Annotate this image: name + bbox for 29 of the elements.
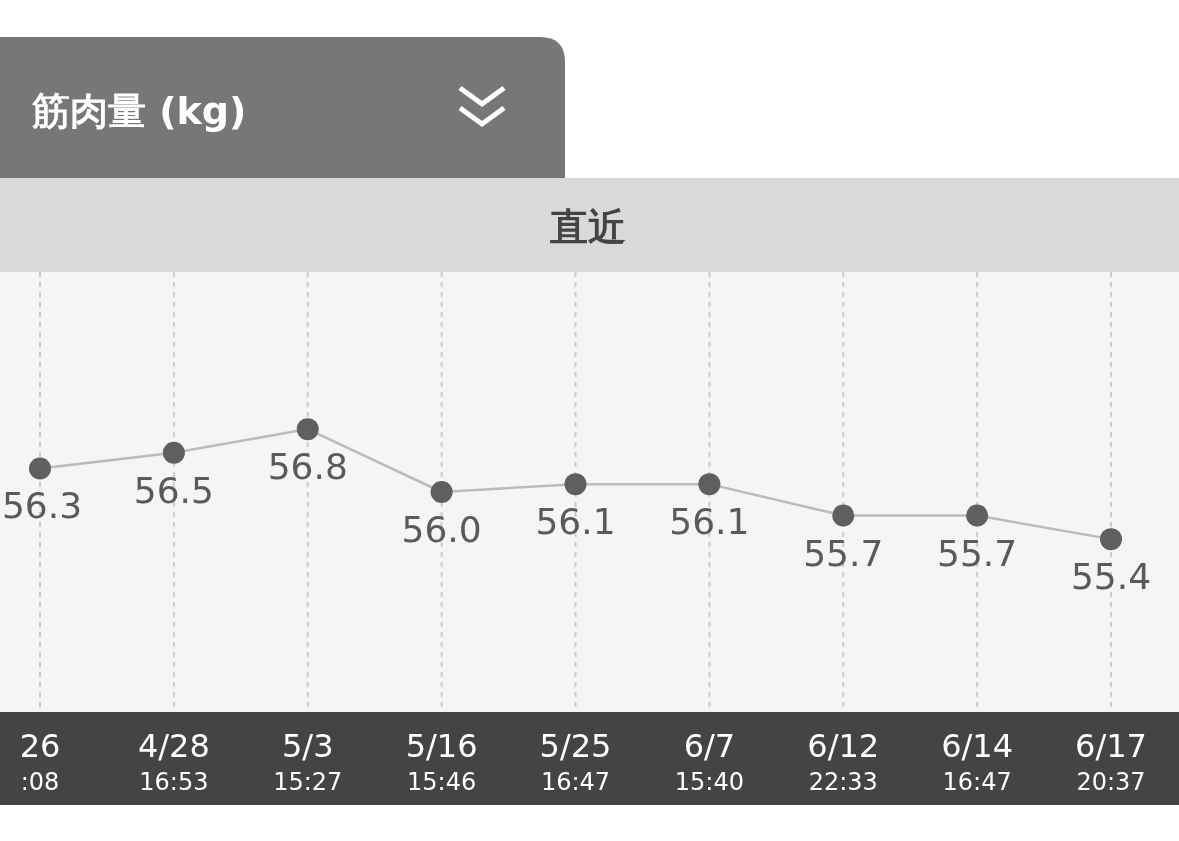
x-tick-label: 6/14 16:47 xyxy=(941,727,1014,796)
point xyxy=(430,481,453,503)
x-tick-label: 4/28 16:53 xyxy=(137,727,210,796)
point xyxy=(1100,528,1122,551)
data-label: 56.3 xyxy=(1,485,83,527)
data-label: 55.7 xyxy=(937,532,1018,574)
point xyxy=(296,418,319,441)
point xyxy=(162,441,185,464)
data-label: 56.1 xyxy=(535,501,616,543)
chart-subtitle: 直近 xyxy=(549,205,626,249)
data-label: 55.4 xyxy=(1070,556,1152,598)
x-tick-label: 6/12 22:33 xyxy=(807,727,880,796)
data-label: 56.5 xyxy=(133,469,214,511)
point xyxy=(29,457,51,480)
point xyxy=(966,504,989,527)
x-tick-label: 6/17 20:37 xyxy=(1075,727,1147,796)
data-label: 55.7 xyxy=(803,532,884,574)
x-tick-label: 5/16 15:46 xyxy=(405,727,478,796)
chart-title: 筋肉量 (kg) xyxy=(31,89,247,133)
data-label: 56.0 xyxy=(401,509,482,550)
x-tick-label: 6/7 15:40 xyxy=(674,727,744,796)
point xyxy=(698,473,721,496)
x-tick-label: 5/3 15:27 xyxy=(273,727,343,796)
point xyxy=(832,504,855,527)
x-tick-label: 26 :08 xyxy=(19,727,61,796)
data-label: 56.1 xyxy=(669,501,750,543)
data-label: 56.8 xyxy=(267,446,348,488)
x-tick-label: 5/25 16:47 xyxy=(539,727,612,796)
point xyxy=(564,473,587,496)
